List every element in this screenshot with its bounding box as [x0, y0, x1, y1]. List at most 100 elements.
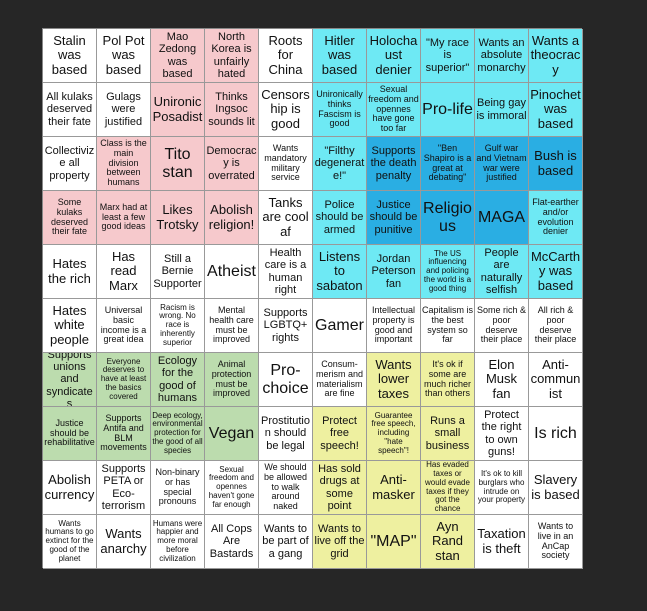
bingo-cell: Police should be armed — [313, 191, 367, 245]
bingo-cell: "My race is superior" — [421, 29, 475, 83]
bingo-cell: Wants mandatory military service — [259, 137, 313, 191]
bingo-cell: Gamer — [313, 299, 367, 353]
bingo-cell: Still a Bernie Supporter — [151, 245, 205, 299]
bingo-cell: Religious — [421, 191, 475, 245]
bingo-cell: All kulaks deserved their fate — [43, 83, 97, 137]
bingo-cell: Wants humans to go extinct for the good … — [43, 515, 97, 569]
bingo-cell: Universal basic income is a great idea — [97, 299, 151, 353]
bingo-cell: Flat-earther and/or evolution denier — [529, 191, 583, 245]
bingo-cell: We should be allowed to walk around nake… — [259, 461, 313, 515]
bingo-cell: Protect the right to own guns! — [475, 407, 529, 461]
bingo-cell: Class is the main division between human… — [97, 137, 151, 191]
bingo-cell: Racism is wrong. No race is inherently s… — [151, 299, 205, 353]
bingo-cell: Supports Antifa and BLM movements — [97, 407, 151, 461]
bingo-cell: "Filthy degenerate!" — [313, 137, 367, 191]
bingo-cell: Roots for China — [259, 29, 313, 83]
bingo-cell: Intellectual property is good and import… — [367, 299, 421, 353]
bingo-cell: Bush is based — [529, 137, 583, 191]
bingo-cell: Sexual freedom and opennes have gone too… — [367, 83, 421, 137]
bingo-cell: Hates white people — [43, 299, 97, 353]
bingo-cell: Wants to be part of a gang — [259, 515, 313, 569]
bingo-cell: Everyone deserves to have at least the b… — [97, 353, 151, 407]
bingo-cell: Wants lower taxes — [367, 353, 421, 407]
bingo-cell: Non-binary or has special pronouns — [151, 461, 205, 515]
bingo-cell: Taxation is theft — [475, 515, 529, 569]
bingo-cell: Gulags were justified — [97, 83, 151, 137]
bingo-cell: It's ok if some are much richer than oth… — [421, 353, 475, 407]
bingo-cell: Wants an absolute monarchy — [475, 29, 529, 83]
bingo-cell: Unironic Posadist — [151, 83, 205, 137]
bingo-cell: Deep ecology, environmental protection f… — [151, 407, 205, 461]
bingo-cell: Justice should be punitive — [367, 191, 421, 245]
bingo-cell: Ayn Rand stan — [421, 515, 475, 569]
bingo-cell: Prostitution should be legal — [259, 407, 313, 461]
bingo-cell: Has read Marx — [97, 245, 151, 299]
bingo-cell: Likes Trotsky — [151, 191, 205, 245]
bingo-cell: Pro-choice — [259, 353, 313, 407]
bingo-cell: Being gay is immoral — [475, 83, 529, 137]
bingo-cell: Health care is a human right — [259, 245, 313, 299]
bingo-cell: People are naturally selfish — [475, 245, 529, 299]
bingo-cell: Democracy is overrated — [205, 137, 259, 191]
bingo-cell: All Cops Are Bastards — [205, 515, 259, 569]
bingo-cell: Censorship is good — [259, 83, 313, 137]
bingo-cell: Is rich — [529, 407, 583, 461]
bingo-cell: Wants to live in an AnCap society — [529, 515, 583, 569]
bingo-cell: Jordan Peterson fan — [367, 245, 421, 299]
bingo-cell: Slavery is based — [529, 461, 583, 515]
bingo-cell: Supports PETA or Eco-terrorism — [97, 461, 151, 515]
bingo-cell: Supports the death penalty — [367, 137, 421, 191]
bingo-cell: Supports unions and syndicates — [43, 353, 97, 407]
bingo-cell: Unironically thinks Fascism is good — [313, 83, 367, 137]
bingo-cell: Animal protection must be improved — [205, 353, 259, 407]
bingo-cell: Vegan — [205, 407, 259, 461]
bingo-cell: Mental health care must be improved — [205, 299, 259, 353]
bingo-cell: Abolish currency — [43, 461, 97, 515]
bingo-cell: Wants a theocracy — [529, 29, 583, 83]
bingo-cell: Some kulaks deserved their fate — [43, 191, 97, 245]
bingo-cell: Justice should be rehabilitative — [43, 407, 97, 461]
bingo-cell: Atheist — [205, 245, 259, 299]
bingo-cell: Hitler was based — [313, 29, 367, 83]
bingo-cell: Anti-masker — [367, 461, 421, 515]
bingo-cell: North Korea is unfairly hated — [205, 29, 259, 83]
bingo-cell: Guarantee free speech, including "hate s… — [367, 407, 421, 461]
bingo-cell: Some rich & poor deserve their place — [475, 299, 529, 353]
bingo-cell: MAGA — [475, 191, 529, 245]
bingo-cell: Hates the rich — [43, 245, 97, 299]
bingo-cell: Pinochet was based — [529, 83, 583, 137]
bingo-cell: The US influencing and policing the worl… — [421, 245, 475, 299]
bingo-cell: Anti-communist — [529, 353, 583, 407]
bingo-cell: Pol Pot was based — [97, 29, 151, 83]
bingo-cell: Elon Musk fan — [475, 353, 529, 407]
bingo-cell: Thinks Ingsoc sounds lit — [205, 83, 259, 137]
bingo-cell: Has evaded taxes or would evade taxes if… — [421, 461, 475, 515]
bingo-grid: Stalin was based Pol Pot was based Mao Zed… — [42, 28, 583, 569]
bingo-cell: Stalin was based — [43, 29, 97, 83]
bingo-cell: Wants to live off the grid — [313, 515, 367, 569]
bingo-cell: All rich & poor deserve their place — [529, 299, 583, 353]
bingo-cell: Tanks are cool af — [259, 191, 313, 245]
bingo-cell: Marx had at least a few good ideas — [97, 191, 151, 245]
bingo-cell: Protect free speech! — [313, 407, 367, 461]
bingo-cell: Has sold drugs at some point — [313, 461, 367, 515]
bingo-cell: Sexual freedom and opennes haven't gone … — [205, 461, 259, 515]
bingo-cell: Abolish religion! — [205, 191, 259, 245]
bingo-cell: Humans were happier and more moral befor… — [151, 515, 205, 569]
bingo-cell: "Ben Shapiro is a great at debating" — [421, 137, 475, 191]
bingo-cell: It's ok to kill burglars who intrude on … — [475, 461, 529, 515]
bingo-cell: Listens to sabaton — [313, 245, 367, 299]
bingo-cell: "MAP" — [367, 515, 421, 569]
bingo-cell: Supports LGBTQ+ rights — [259, 299, 313, 353]
bingo-cell: Consum-merism and materialism are fine — [313, 353, 367, 407]
bingo-cell: Mao Zedong was based — [151, 29, 205, 83]
bingo-cell: Collectivize all property — [43, 137, 97, 191]
bingo-cell: Ecology for the good of humans — [151, 353, 205, 407]
bingo-cell: Runs a small business — [421, 407, 475, 461]
bingo-cell: Wants anarchy — [97, 515, 151, 569]
bingo-cell: McCarthy was based — [529, 245, 583, 299]
bingo-cell: Capitalism is the best system so far — [421, 299, 475, 353]
bingo-cell: Gulf war and Vietnam war were justified — [475, 137, 529, 191]
bingo-cell: Holochaust denier — [367, 29, 421, 83]
